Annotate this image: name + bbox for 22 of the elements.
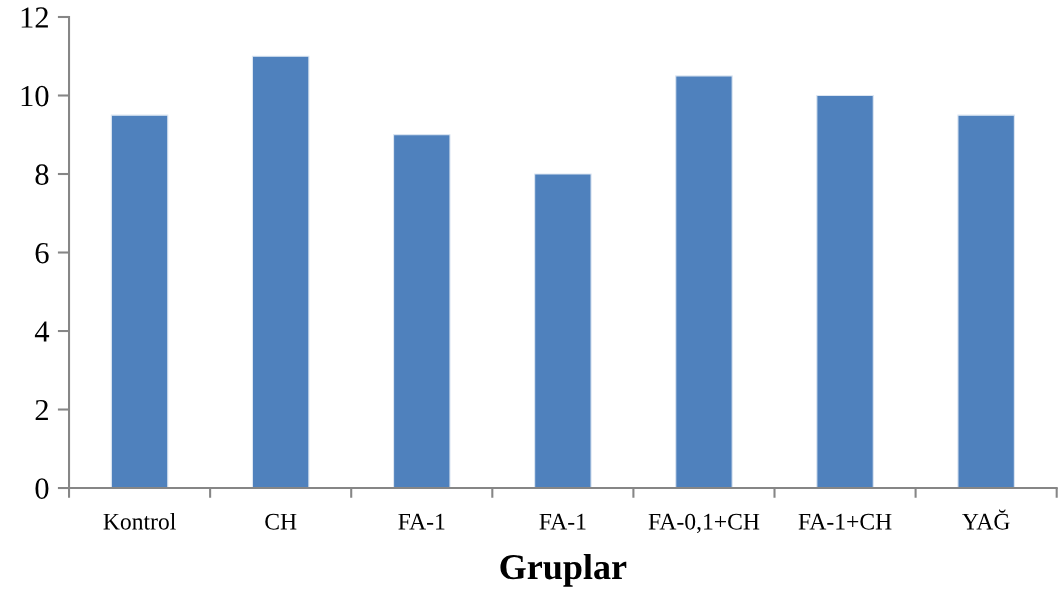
bar — [675, 75, 733, 489]
y-tick-label: 10 — [21, 85, 49, 107]
y-tick-label: 12 — [21, 7, 48, 28]
y-tick-label: 8 — [35, 164, 49, 185]
x-tick-label: FA-1 — [539, 513, 586, 530]
bar — [816, 94, 874, 489]
y-tick-label: 4 — [34, 321, 50, 342]
x-axis-title: Gruplar — [500, 553, 627, 587]
bar — [110, 114, 169, 489]
x-tick-label: FA-0,1+CH — [648, 513, 760, 534]
x-tick-label: FA-1 — [398, 513, 445, 530]
bar — [392, 134, 451, 489]
bar — [251, 55, 310, 489]
y-tick-label: 2 — [35, 399, 48, 421]
bar — [534, 173, 592, 489]
x-tick-label: Kontrol — [103, 513, 176, 530]
x-tick-label: CH — [265, 513, 297, 530]
bar — [957, 114, 1015, 489]
x-tick-label: YAĞ — [962, 509, 1010, 530]
y-tick-label: 0 — [35, 478, 49, 499]
y-tick-label: 6 — [35, 242, 49, 264]
x-tick-label: FA-1+CH — [798, 513, 892, 530]
